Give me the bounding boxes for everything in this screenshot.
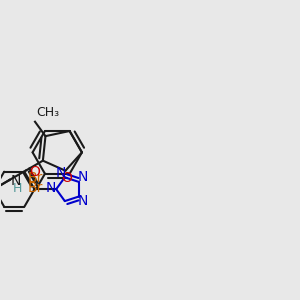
Text: N: N	[11, 175, 21, 188]
Text: N: N	[46, 181, 56, 195]
Text: Br: Br	[28, 171, 44, 185]
Text: H: H	[12, 182, 22, 195]
Text: N: N	[56, 166, 66, 180]
Text: Br: Br	[28, 181, 43, 195]
Text: N: N	[77, 170, 88, 184]
Text: CH₃: CH₃	[37, 106, 60, 119]
Text: O: O	[61, 171, 72, 185]
Text: N: N	[77, 194, 88, 208]
Text: O: O	[29, 165, 40, 179]
